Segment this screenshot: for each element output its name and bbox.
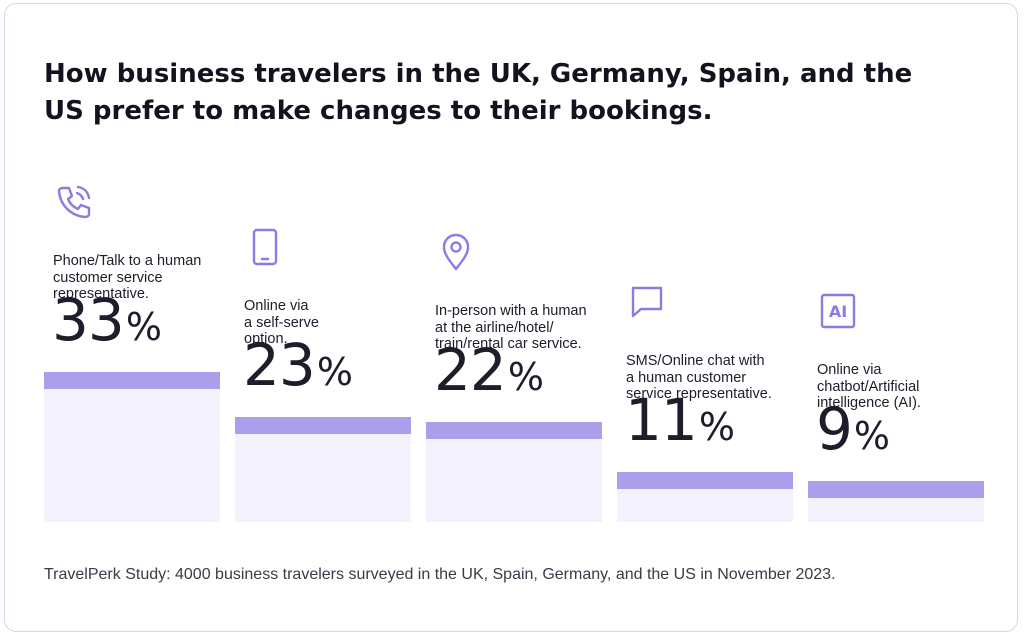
phone-icon <box>54 182 94 222</box>
ai-icon: AI <box>818 291 858 331</box>
chart-source-note: TravelPerk Study: 4000 business traveler… <box>44 566 836 583</box>
category-label-line: intelligence (AI). <box>817 395 921 411</box>
category-label-line: option. <box>244 331 288 347</box>
category-label-line: representative. <box>53 286 149 302</box>
value-unit: % <box>507 355 544 399</box>
ai-icon-text: AI <box>829 302 847 321</box>
category-label-line: Phone/Talk to a human <box>53 253 202 269</box>
data-value-label: 22% <box>434 341 544 406</box>
bar-cap <box>617 472 793 489</box>
value-unit: % <box>125 305 162 349</box>
bar-cap <box>235 417 411 434</box>
category-label-line: Online via <box>244 298 309 314</box>
value-number: 22 <box>434 336 507 404</box>
category-label: In-person with a human at the airline/hot… <box>435 303 625 353</box>
bar <box>44 372 220 522</box>
category-label: Phone/Talk to a human customer service rep… <box>53 253 243 303</box>
value-unit: % <box>316 350 353 394</box>
bar <box>426 422 602 522</box>
value-unit: % <box>853 414 891 458</box>
category-label-line: SMS/Online chat with <box>626 353 765 369</box>
value-number: 11 <box>625 386 698 454</box>
category-label-line: Online via <box>817 362 882 378</box>
bar-cap <box>808 481 984 498</box>
mobile-icon <box>245 227 285 267</box>
bar-cap <box>44 372 220 389</box>
category-label-line: chatbot/Artificial <box>817 378 920 395</box>
location-pin-icon <box>436 232 476 272</box>
category-label-line: train/rental car service. <box>435 336 582 352</box>
data-value-label: 9% <box>816 400 890 465</box>
value-unit: % <box>698 405 735 449</box>
data-value-label: 11% <box>625 391 735 456</box>
category-label-line: In-person with a human <box>435 303 587 319</box>
value-number: 33 <box>52 286 125 354</box>
category-label-line: at the airline/hotel/ <box>435 319 554 336</box>
value-number: 23 <box>243 331 316 399</box>
value-number: 9 <box>816 395 853 463</box>
category-label: Online via chatbot/Artificial intelligence… <box>817 362 1007 412</box>
category-label: SMS/Online chat with a human customer serv… <box>626 353 816 403</box>
bar-cap <box>426 422 602 439</box>
bar <box>235 417 411 522</box>
chat-bubble-icon <box>627 282 667 322</box>
bar <box>617 472 793 522</box>
chart-card <box>4 3 1018 632</box>
bar <box>808 481 984 522</box>
data-value-label: 33% <box>52 291 162 356</box>
chart-title: How business travelers in the UK, German… <box>44 59 913 126</box>
category-label-line: customer service <box>53 269 163 286</box>
category-label-line: service representative. <box>626 386 772 402</box>
category-label: Online via a self-serve option. <box>244 298 434 348</box>
category-label-line: a human customer <box>626 369 747 386</box>
category-label-line: a self-serve <box>244 314 319 331</box>
data-value-label: 23% <box>243 336 353 401</box>
